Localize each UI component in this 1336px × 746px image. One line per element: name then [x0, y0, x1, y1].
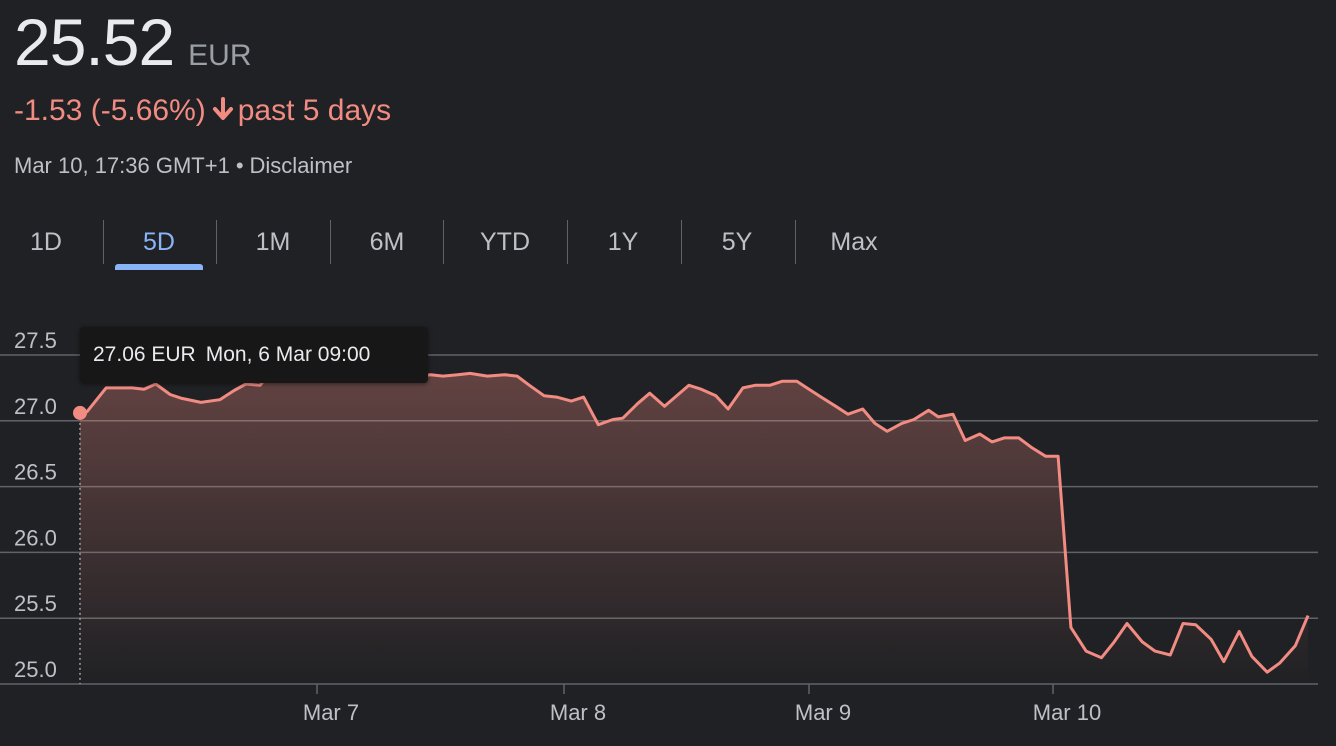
price-row: 25.52 EUR — [14, 4, 252, 80]
price-area — [80, 368, 1308, 684]
tab-divider — [681, 220, 682, 264]
tooltip-price: 27.06 EUR — [93, 343, 196, 366]
hover-point — [73, 405, 87, 420]
y-tick-label: 25.5 — [14, 591, 57, 616]
tab-divider — [443, 220, 444, 264]
change-period: past 5 days — [237, 94, 392, 127]
price-chart[interactable]: 27.5 27.0 26.5 26.0 25.5 25.0 Mar 7 Mar 8 Mar 9… — [0, 300, 1336, 746]
x-tick-label: Mar 8 — [550, 700, 606, 725]
tab-1y[interactable]: 1Y — [607, 228, 639, 256]
x-tick-label: Mar 10 — [1033, 700, 1101, 725]
chart-tooltip: 27.06 EUR Mon, 6 Mar 09:00 — [80, 327, 428, 383]
y-tick-label: 26.0 — [14, 525, 57, 550]
tab-divider — [795, 220, 796, 264]
tooltip-date: Mon, 6 Mar 09:00 — [205, 343, 371, 366]
tab-max[interactable]: Max — [830, 228, 878, 256]
tab-divider — [567, 220, 568, 264]
meta-row: Mar 10, 17:36 GMT+1 • Disclaimer — [14, 153, 352, 179]
y-tick-label: 27.0 — [14, 394, 57, 419]
tab-divider — [330, 220, 331, 264]
y-tick-label: 25.0 — [14, 657, 57, 682]
current-price: 25.52 — [14, 5, 175, 79]
tab-5d[interactable]: 5D — [102, 218, 216, 270]
x-tick-label: Mar 9 — [795, 700, 851, 725]
arrow-down-icon — [212, 95, 234, 129]
change-row: -1.53 (-5.66%) past 5 days — [14, 94, 391, 129]
tab-divider — [216, 220, 217, 264]
quote-timestamp: Mar 10, 17:36 GMT+1 — [14, 153, 230, 178]
range-tabs: 1D 5D 1M 6M YTD 1Y 5Y Max — [0, 218, 920, 274]
x-tick-label: Mar 7 — [303, 700, 359, 725]
currency-label: EUR — [188, 39, 252, 72]
tab-6m[interactable]: 6M — [369, 228, 405, 256]
tab-ytd[interactable]: YTD — [480, 228, 530, 256]
tab-divider — [103, 220, 104, 264]
price-change: -1.53 (-5.66%) — [14, 94, 206, 127]
tab-5y[interactable]: 5Y — [721, 228, 753, 256]
tab-1d[interactable]: 1D — [30, 228, 62, 256]
y-tick-label: 26.5 — [14, 460, 57, 485]
disclaimer-link[interactable]: Disclaimer — [249, 153, 353, 178]
tab-1m[interactable]: 1M — [255, 228, 291, 256]
separator-dot: • — [235, 153, 244, 178]
y-tick-label: 27.5 — [14, 328, 57, 353]
